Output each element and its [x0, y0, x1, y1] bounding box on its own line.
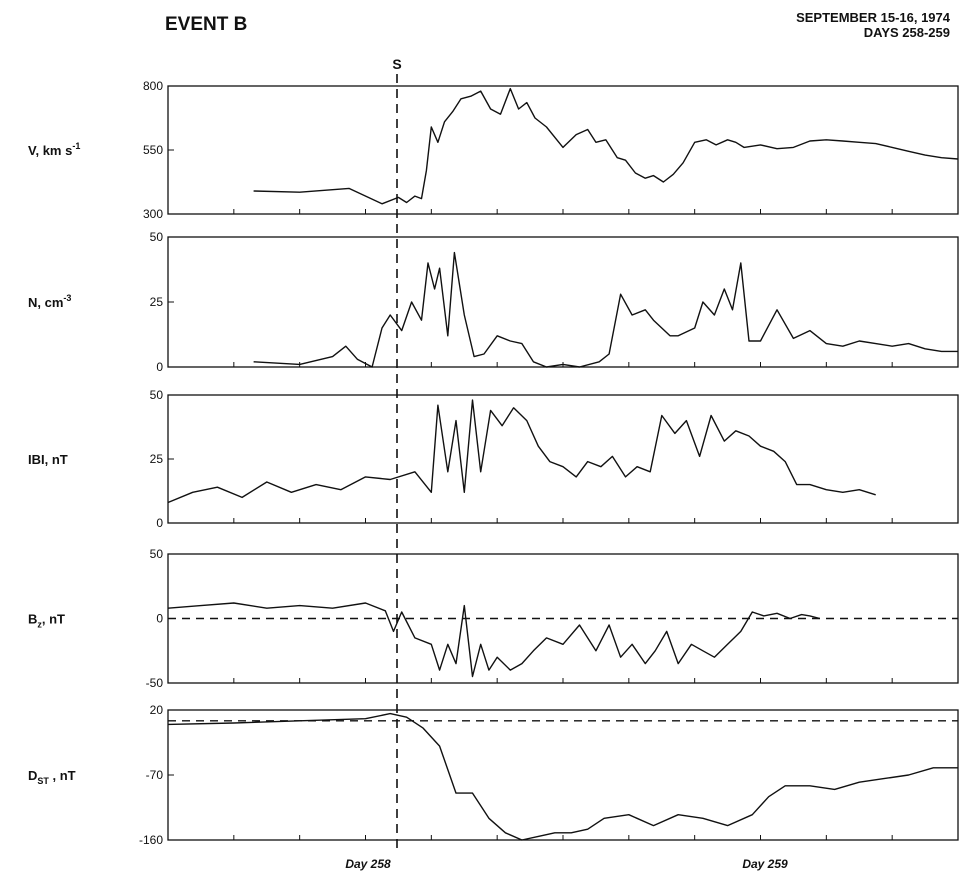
- velocity-panel-frame: [167, 85, 959, 215]
- dst-series-line: [167, 712, 958, 841]
- bz-series-line: [167, 602, 820, 678]
- density-y-tick-label: 50: [150, 230, 164, 244]
- density-y-axis-label: N, cm-3: [28, 293, 71, 310]
- x-tick-label-day-259: Day 259: [742, 857, 788, 871]
- dst-y-tick-label: -70: [146, 768, 164, 782]
- b-magnitude-panel-frame: [167, 394, 959, 524]
- dst-y-tick-label: -160: [139, 833, 163, 847]
- b-magnitude-y-tick-label: 50: [150, 388, 164, 402]
- bz-y-axis-label: Bz, nT: [28, 612, 65, 630]
- x-tick-label-day-258: Day 258: [345, 857, 391, 871]
- bz-y-tick-label: 0: [156, 612, 163, 626]
- velocity-series-line: [253, 87, 959, 205]
- b-magnitude-y-tick-label: 25: [150, 452, 164, 466]
- velocity-y-tick-label: 550: [143, 143, 163, 157]
- velocity-y-tick-label: 300: [143, 207, 163, 221]
- dst-y-axis-label: DST , nT: [28, 768, 76, 786]
- density-y-tick-label: 0: [156, 360, 163, 374]
- velocity-y-tick-label: 800: [143, 79, 163, 93]
- density-panel-frame: [167, 236, 959, 368]
- b-magnitude-y-tick-label: 0: [156, 516, 163, 530]
- b-magnitude-series-line: [167, 399, 876, 504]
- date-range: SEPTEMBER 15-16, 1974: [796, 10, 950, 25]
- dst-y-tick-label: 20: [150, 703, 164, 717]
- chart-title: EVENT B: [165, 14, 248, 35]
- b-magnitude-y-axis-label: IBI, nT: [28, 452, 68, 467]
- shock-label: S: [392, 56, 401, 72]
- velocity-y-axis-label: V, km s-1: [28, 141, 80, 158]
- day-range: DAYS 258-259: [863, 25, 950, 40]
- bz-y-tick-label: -50: [146, 676, 164, 690]
- date-header: SEPTEMBER 15-16, 1974 DAYS 258-259: [796, 10, 950, 40]
- density-series-line: [253, 251, 958, 368]
- bz-y-tick-label: 50: [150, 547, 164, 561]
- dst-panel-frame: [167, 709, 959, 841]
- density-y-tick-label: 25: [150, 295, 164, 309]
